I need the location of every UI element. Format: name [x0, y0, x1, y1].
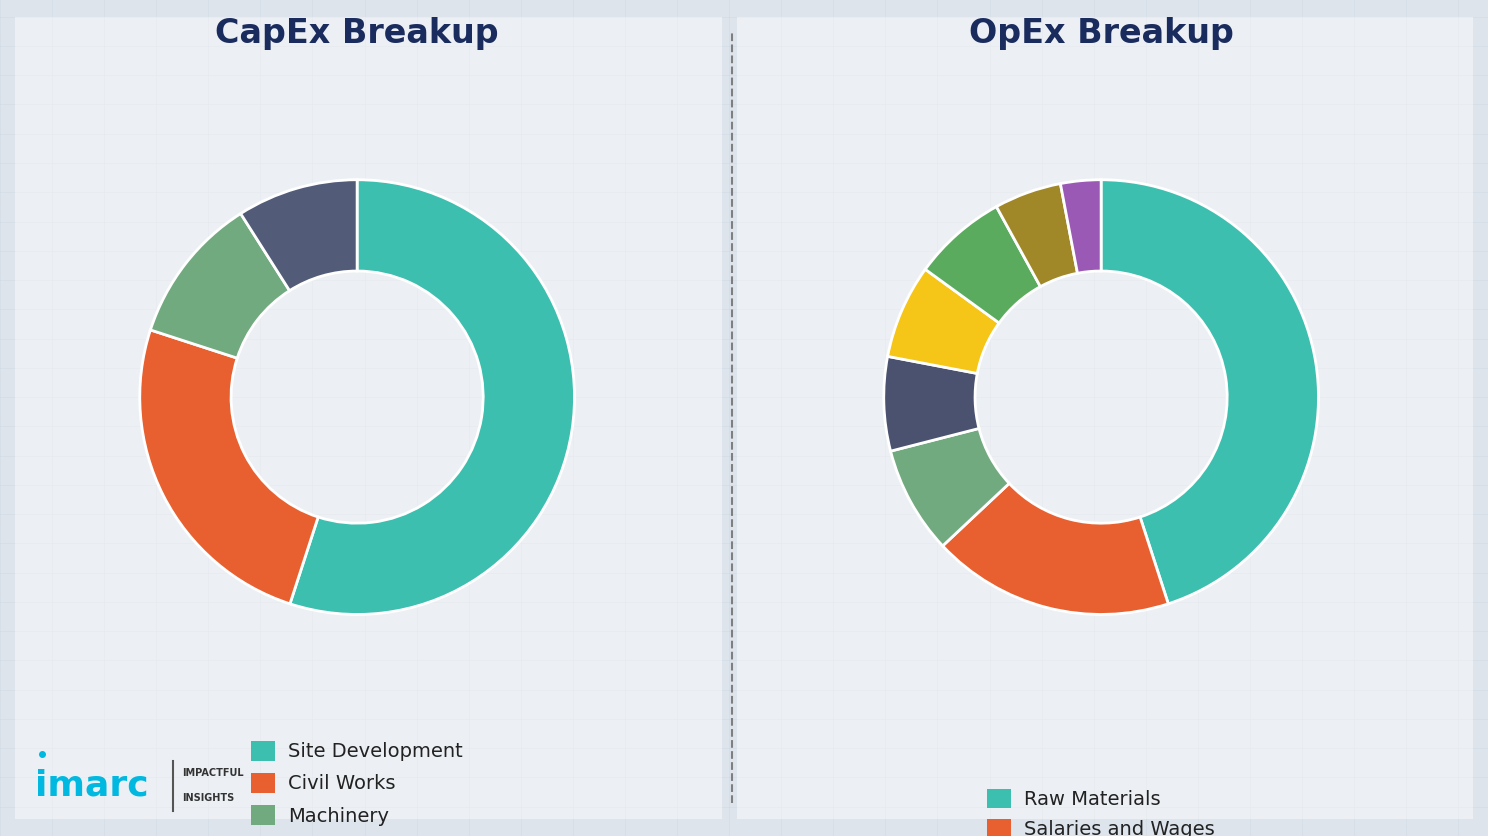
Wedge shape	[150, 213, 290, 358]
Wedge shape	[997, 184, 1077, 287]
Wedge shape	[290, 180, 574, 614]
Title: CapEx Breakup: CapEx Breakup	[216, 18, 498, 50]
Legend: Raw Materials, Salaries and Wages, Taxes, Utility, Transportation, Overheads, De: Raw Materials, Salaries and Wages, Taxes…	[979, 781, 1223, 836]
Wedge shape	[943, 483, 1168, 614]
Wedge shape	[891, 429, 1009, 546]
Text: imarc: imarc	[34, 769, 149, 803]
Wedge shape	[241, 180, 357, 291]
Wedge shape	[926, 206, 1040, 323]
Wedge shape	[884, 356, 979, 451]
Text: IMPACTFUL: IMPACTFUL	[182, 768, 244, 778]
Title: OpEx Breakup: OpEx Breakup	[969, 18, 1234, 50]
Wedge shape	[1101, 180, 1318, 604]
Text: INSIGHTS: INSIGHTS	[182, 793, 235, 803]
Wedge shape	[1061, 180, 1101, 273]
Wedge shape	[888, 269, 998, 374]
Legend: Site Development, Civil Works, Machinery, Others: Site Development, Civil Works, Machinery…	[244, 733, 470, 836]
Wedge shape	[140, 330, 318, 604]
